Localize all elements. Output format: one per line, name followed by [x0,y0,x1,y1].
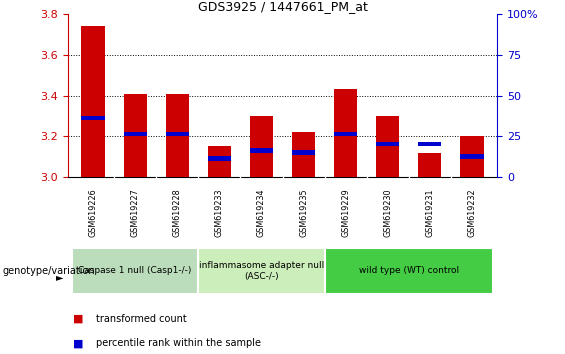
Text: GSM619234: GSM619234 [257,188,266,237]
Bar [250,116,273,177]
Bar [376,116,399,177]
Text: wild type (WT) control: wild type (WT) control [359,266,459,275]
Text: GSM619230: GSM619230 [383,188,392,237]
Text: genotype/variation: genotype/variation [3,266,95,276]
Text: transformed count: transformed count [96,314,187,324]
Text: GSM619229: GSM619229 [341,188,350,237]
Text: GSM619231: GSM619231 [425,188,434,237]
Bar [124,93,147,177]
Bar [376,142,399,147]
Text: ■: ■ [73,338,84,348]
Bar [124,132,147,136]
Bar [208,147,231,177]
Text: ■: ■ [73,314,84,324]
Bar [250,148,273,153]
Text: GSM619233: GSM619233 [215,188,224,237]
Bar [292,132,315,177]
Bar [418,153,441,177]
Bar [292,150,315,155]
Bar [81,26,105,177]
Text: GSM619228: GSM619228 [173,188,182,237]
Text: GSM619227: GSM619227 [131,188,140,237]
Bar [460,136,484,177]
Bar [325,248,493,294]
Bar [166,132,189,136]
Bar [334,90,357,177]
Bar [166,93,189,177]
Bar [72,248,198,294]
Title: GDS3925 / 1447661_PM_at: GDS3925 / 1447661_PM_at [198,0,367,13]
Text: GSM619235: GSM619235 [299,188,308,237]
Text: GSM619232: GSM619232 [467,188,476,237]
Bar [198,248,325,294]
Text: Caspase 1 null (Casp1-/-): Caspase 1 null (Casp1-/-) [79,266,192,275]
Bar [208,156,231,161]
Bar [334,132,357,136]
Bar [81,115,105,120]
Text: ►: ► [55,272,63,282]
Text: percentile rank within the sample: percentile rank within the sample [96,338,261,348]
Bar [418,142,441,147]
Text: inflammasome adapter null
(ASC-/-): inflammasome adapter null (ASC-/-) [199,261,324,280]
Bar [460,154,484,159]
Text: GSM619226: GSM619226 [89,188,98,237]
